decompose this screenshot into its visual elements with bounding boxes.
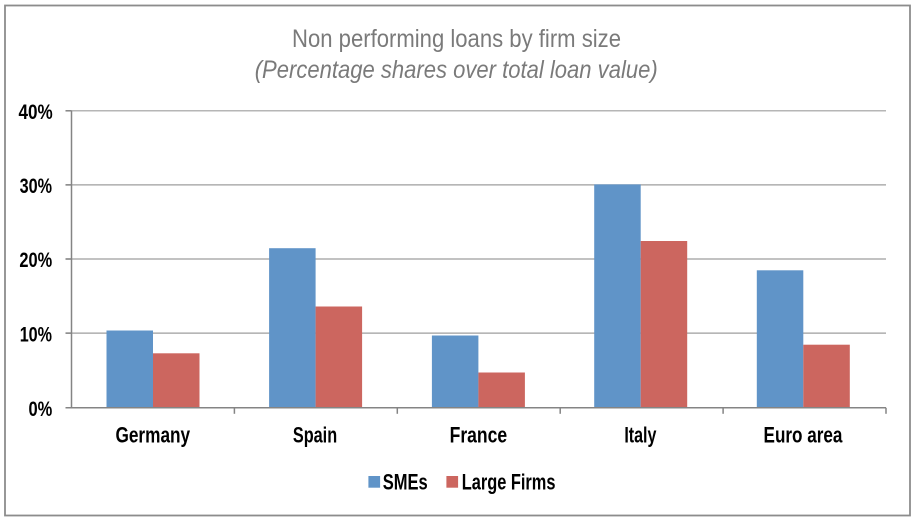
- svg-text:Large Firms: Large Firms: [462, 470, 556, 495]
- svg-text:Germany: Germany: [115, 422, 190, 447]
- svg-text:Spain: Spain: [293, 422, 337, 447]
- svg-text:Euro area: Euro area: [764, 422, 843, 447]
- svg-text:Non performing loans by firm s: Non performing loans by firm size: [292, 25, 621, 53]
- svg-text:0%: 0%: [29, 398, 53, 421]
- svg-text:40%: 40%: [19, 101, 53, 124]
- svg-text:20%: 20%: [19, 249, 52, 272]
- svg-text:SMEs: SMEs: [383, 470, 428, 495]
- svg-text:Italy: Italy: [624, 422, 657, 447]
- svg-text:10%: 10%: [20, 323, 53, 346]
- svg-text:(Percentage shares over total: (Percentage shares over total loan value…: [255, 56, 658, 84]
- svg-text:France: France: [450, 422, 508, 447]
- svg-text:30%: 30%: [20, 175, 53, 198]
